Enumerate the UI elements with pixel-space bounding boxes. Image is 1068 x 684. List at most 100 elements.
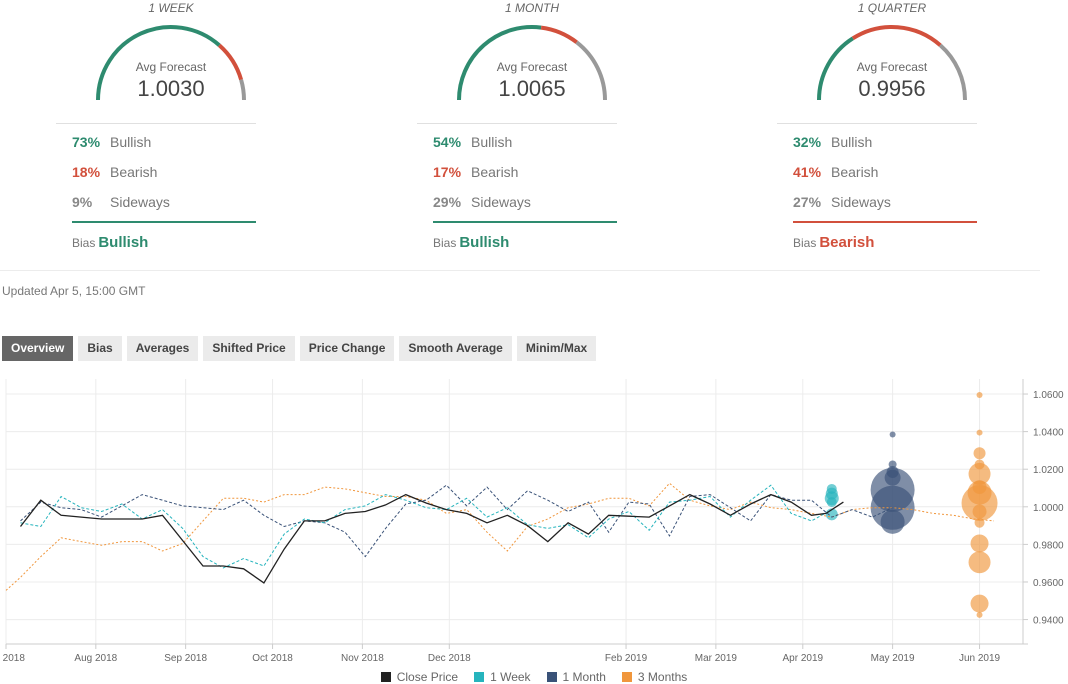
forecast-bubble	[976, 391, 983, 398]
bias-rule	[72, 221, 256, 223]
y-tick-label: 1.0400	[1033, 428, 1064, 439]
bias-label: Bias	[793, 236, 817, 250]
legend-item-1-week[interactable]: 1 Week	[474, 670, 531, 684]
panel-period-title: 1 QUARTER	[857, 1, 927, 15]
y-tick-label: 1.0000	[1033, 503, 1064, 514]
legend-swatch	[546, 672, 557, 682]
forecast-chart: 0.9400 0.9600 0.9800 1.0000 1.0200 1.0400 1.06…	[0, 379, 1064, 664]
legend-item-1-month[interactable]: 1 Month	[546, 670, 606, 684]
stat-bearish: 18% Bearish	[72, 164, 157, 180]
forecast-bubble	[976, 429, 983, 436]
legend-label: Close Price	[396, 670, 459, 684]
forecast-bubble	[880, 509, 905, 534]
bias-value: Bullish	[98, 234, 149, 251]
x-tick-label: Jun 2019	[959, 653, 1001, 664]
legend-swatch	[621, 672, 632, 682]
forecast-panel-quarter: 1 QUARTER Avg Forecast 0.9956 32% Bullish…	[777, 0, 1068, 265]
panel-divider	[417, 123, 617, 124]
avg-forecast-value: 1.0065	[498, 76, 566, 101]
gauge-segment-bullish	[457, 25, 542, 101]
stat-bearish: 17% Bearish	[433, 164, 518, 180]
stat-sideways: 29% Sideways	[433, 194, 531, 210]
y-tick-label: 0.9800	[1033, 540, 1064, 551]
gauge-segment-bearish	[851, 25, 942, 47]
forecast-panel-month: 1 MONTH Avg Forecast 1.0065 54% Bullish 1…	[417, 0, 717, 265]
x-tick-label: Nov 2018	[341, 653, 384, 664]
chart-tabs: Overview Bias Averages Shifted Price Pri…	[2, 336, 601, 361]
stat-bullish: 32% Bullish	[793, 134, 872, 150]
x-tick-label: Jul 2018	[0, 653, 25, 664]
bias-rule	[433, 221, 617, 223]
tab-smooth-average[interactable]: Smooth Average	[399, 336, 512, 361]
gauge-segment-sideways	[938, 43, 967, 101]
legend-label: 1 Week	[490, 670, 531, 684]
bias-label: Bias	[72, 236, 96, 250]
tab-minim-max[interactable]: Minim/Max	[516, 336, 597, 361]
forecast-bubble	[968, 551, 991, 574]
bias-label: Bias	[433, 236, 457, 250]
series-line-1-month	[20, 484, 893, 558]
bias-value: Bullish	[459, 234, 510, 251]
avg-forecast-label: Avg Forecast	[856, 60, 928, 74]
stat-sideways-pct: 9%	[72, 194, 93, 210]
forecast-bubble	[889, 431, 896, 438]
tab-averages[interactable]: Averages	[126, 336, 199, 361]
stat-bullish-pct: 54%	[433, 134, 462, 150]
stat-sideways: 9% Sideways	[72, 194, 170, 210]
forecast-gauge	[96, 25, 246, 101]
x-tick-label: Feb 2019	[605, 653, 648, 664]
forecast-bubble	[961, 485, 998, 522]
tab-shifted-price[interactable]: Shifted Price	[203, 336, 295, 361]
y-tick-label: 1.0600	[1033, 390, 1064, 401]
y-tick-label: 1.0200	[1033, 465, 1064, 476]
legend-label: 3 Months	[637, 670, 688, 684]
stat-bearish-pct: 41%	[793, 164, 822, 180]
legend-swatch	[474, 672, 485, 682]
stat-sideways: 27% Sideways	[793, 194, 891, 210]
gauge-segment-bullish	[817, 36, 854, 101]
bias-indicator: Bias Bullish	[72, 234, 148, 251]
tab-overview[interactable]: Overview	[2, 336, 74, 361]
panel-period-title: 1 WEEK	[148, 1, 194, 15]
y-tick-label: 0.9400	[1033, 616, 1064, 627]
series-line-1-week	[20, 484, 833, 569]
series-line-close-price	[19, 493, 844, 584]
bias-value: Bearish	[819, 234, 875, 251]
legend-item-3-months[interactable]: 3 Months	[621, 670, 688, 684]
y-tick-label: 0.9600	[1033, 578, 1064, 589]
stat-sideways-pct: 29%	[433, 194, 462, 210]
gauge-segment-bearish	[540, 25, 578, 44]
x-tick-label: May 2019	[871, 653, 915, 664]
x-tick-label: Oct 2018	[252, 653, 293, 664]
stat-bearish-pct: 18%	[72, 164, 101, 180]
legend-label: 1 Month	[562, 670, 606, 684]
forecast-bubble	[968, 462, 991, 485]
forecast-bubble	[976, 611, 983, 618]
avg-forecast-value: 0.9956	[858, 76, 926, 101]
legend-item-close-price[interactable]: Close Price	[380, 670, 459, 684]
series-line-3-months	[5, 482, 995, 591]
stat-sideways-pct: 27%	[793, 194, 822, 210]
gauge-segment-bearish	[217, 43, 244, 81]
legend-swatch	[380, 672, 391, 682]
stat-bullish-label: Bullish	[110, 134, 152, 150]
stat-bearish-label: Bearish	[110, 164, 158, 180]
tab-price-change[interactable]: Price Change	[299, 336, 395, 361]
stat-bearish-pct: 17%	[433, 164, 462, 180]
avg-forecast-label: Avg Forecast	[496, 60, 568, 74]
gauge-segment-bullish	[96, 25, 221, 101]
stat-bullish-pct: 73%	[72, 134, 101, 150]
forecast-bubble	[970, 534, 989, 553]
x-tick-label: Apr 2019	[782, 653, 823, 664]
stat-bearish-label: Bearish	[471, 164, 519, 180]
stat-sideways-label: Sideways	[471, 194, 531, 210]
stat-bullish: 54% Bullish	[433, 134, 512, 150]
stat-bearish: 41% Bearish	[793, 164, 878, 180]
x-tick-label: Mar 2019	[695, 653, 738, 664]
stat-bullish-pct: 32%	[793, 134, 822, 150]
tab-bias[interactable]: Bias	[78, 336, 122, 361]
x-tick-label: Aug 2018	[74, 653, 117, 664]
forecast-panel-week: 1 WEEK Avg Forecast 1.0030 73% Bullish 18…	[56, 0, 356, 265]
x-tick-label: Dec 2018	[428, 653, 471, 664]
gauge-segment-sideways	[239, 79, 246, 101]
